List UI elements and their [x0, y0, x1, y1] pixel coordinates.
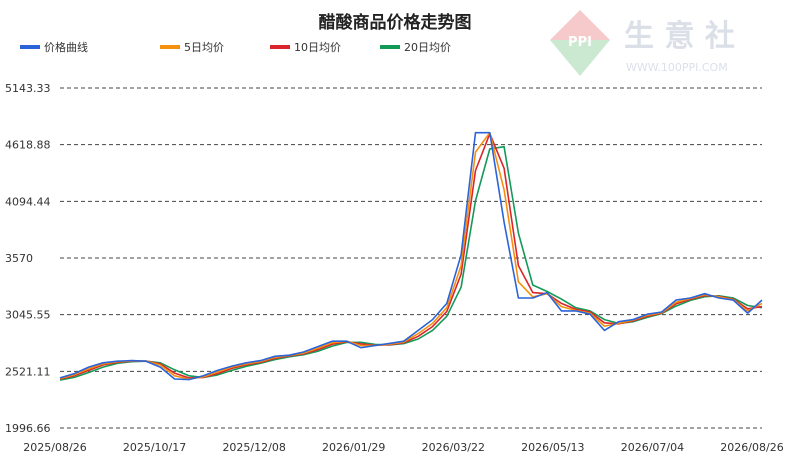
- legend-swatch: [270, 45, 290, 49]
- watermark-logo-diamond-top: [550, 10, 610, 70]
- legend: 价格曲线 5日均价 10日均价 20日均价: [20, 40, 451, 54]
- watermark-site-text: WWW.100PPI.COM: [626, 61, 728, 74]
- y-tick-label: 5143.33: [5, 82, 51, 95]
- x-axis: 2025/08/26 2025/10/17 2025/12/08 2026/01/29…: [23, 441, 783, 454]
- x-tick-label: 2025/10/17: [123, 441, 186, 454]
- legend-swatch: [380, 45, 400, 49]
- watermark-logo-text: PPI: [568, 35, 592, 50]
- series-line-2: [59, 132, 763, 380]
- x-tick-label: 2026/01/29: [322, 441, 385, 454]
- x-tick-label: 2025/12/08: [222, 441, 285, 454]
- x-tick-label: 2026/05/13: [521, 441, 584, 454]
- series-lines: [59, 131, 763, 381]
- grid: [60, 87, 762, 429]
- x-tick-label: 2026/08/26: [720, 441, 783, 454]
- series-line-1: [59, 131, 763, 380]
- series-line-0: [59, 131, 763, 381]
- legend-label: 价格曲线: [44, 40, 88, 54]
- watermark: PPI 生 意 社 WWW.100PPI.COM: [550, 10, 735, 76]
- legend-swatch: [20, 45, 40, 49]
- chart-title: 醋酸商品价格走势图: [318, 13, 472, 33]
- y-tick-label: 4094.44: [5, 195, 51, 208]
- x-tick-label: 2025/08/26: [23, 441, 86, 454]
- watermark-brand-text: 生 意 社: [624, 19, 735, 54]
- legend-label: 10日均价: [294, 41, 341, 54]
- y-tick-label: 3045.55: [5, 309, 51, 322]
- y-tick-label: 2521.11: [5, 365, 51, 378]
- legend-swatch: [160, 45, 180, 49]
- series-line-3: [59, 145, 763, 381]
- y-axis: 5143.33 4618.88 4094.44 3570 3045.55 2521.11 1…: [5, 82, 51, 435]
- y-tick-label: 3570: [5, 252, 33, 265]
- y-tick-label: 1996.66: [5, 422, 51, 435]
- legend-label: 20日均价: [404, 41, 451, 54]
- legend-label: 5日均价: [184, 41, 224, 54]
- watermark-logo-diamond-bottom: [550, 40, 610, 76]
- x-tick-label: 2026/07/04: [621, 441, 684, 454]
- y-tick-label: 4618.88: [5, 139, 51, 152]
- x-tick-label: 2026/03/22: [422, 441, 485, 454]
